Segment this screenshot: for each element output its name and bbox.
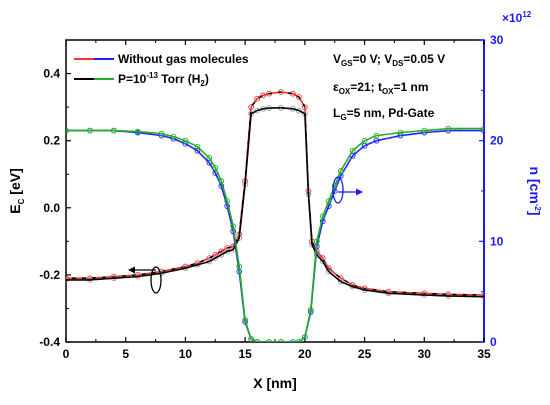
left-indicator-ellipse <box>150 266 162 294</box>
y2-tick-label: 20 <box>490 134 504 148</box>
data-point <box>325 268 332 275</box>
data-point <box>266 339 272 342</box>
x-tick-label: 5 <box>122 347 129 361</box>
series-line-b <box>66 91 484 296</box>
data-point <box>296 339 302 342</box>
series-line-a <box>66 129 484 342</box>
legend-entry-without: Without gas molecules <box>118 52 249 66</box>
data-point <box>254 339 260 342</box>
y-tick-label: -0.4 <box>39 335 60 349</box>
series-line-a <box>66 106 484 298</box>
x-tick-label: 30 <box>418 347 432 361</box>
left-indicator-arrowhead <box>128 266 135 274</box>
data-point <box>290 339 296 342</box>
data-point <box>218 251 225 258</box>
x-tick-label: 15 <box>238 347 252 361</box>
x-tick-label: 35 <box>477 347 491 361</box>
y-tick-label: 0.2 <box>43 134 60 148</box>
data-point <box>194 143 201 150</box>
left-axis-indicator <box>128 266 162 294</box>
annotation-gate: LG=5 nm, Pd-Gate <box>333 106 435 122</box>
y2-axis-title: n [cm-2] <box>527 166 543 215</box>
data-point <box>218 248 225 255</box>
data-point <box>278 339 284 342</box>
data-point <box>212 164 219 171</box>
right-axis-indicator <box>332 176 363 204</box>
x-tick-label: 20 <box>298 347 312 361</box>
legend: Without gas molecules P=10-13 Torr (H2) <box>74 52 249 88</box>
series-0 <box>66 89 484 298</box>
y2-tick-label: 30 <box>490 33 504 47</box>
data-point <box>361 137 368 144</box>
data-point <box>296 94 302 100</box>
series-1 <box>66 104 484 300</box>
x-axis-title: X [nm] <box>253 375 297 391</box>
y2-tick-label: 0 <box>490 335 497 349</box>
series-3 <box>66 125 484 342</box>
data-point <box>331 183 338 189</box>
data-point <box>206 154 213 161</box>
series-line-a <box>66 91 484 296</box>
series-layer <box>66 89 484 342</box>
data-point <box>206 255 213 261</box>
data-point <box>254 95 260 102</box>
data-point <box>212 255 219 261</box>
data-point <box>325 198 332 204</box>
data-point <box>319 258 326 265</box>
x-tick-label: 10 <box>179 347 193 361</box>
series-line-b <box>66 127 484 342</box>
legend-entry-with: P=10-13 Torr (H2) <box>118 71 209 88</box>
data-point <box>349 147 356 154</box>
y-tick-label: 0.0 <box>43 201 60 215</box>
x-tick-label: 0 <box>63 347 70 361</box>
series-2 <box>66 127 484 342</box>
y2-tick-label: 10 <box>490 234 504 248</box>
data-point <box>337 278 344 285</box>
y-tick-label: -0.2 <box>39 268 60 282</box>
series-line-b <box>66 106 484 298</box>
series-line-b <box>66 129 484 342</box>
y-axis-title: EC [eV] <box>7 168 26 213</box>
data-point <box>194 147 201 154</box>
y2-multiplier: ×1012 <box>502 10 532 25</box>
x-tick-label: 25 <box>358 347 372 361</box>
ticks-layer: 0 5 10 15 20 25 30 35 -0.4 -0.2 0.0 0.2 0.4 0 10 20 30 <box>39 33 503 361</box>
data-point <box>337 168 344 174</box>
series-line-a <box>66 127 484 342</box>
y-tick-label: 0.4 <box>43 67 60 81</box>
right-indicator-arrowhead <box>356 188 363 196</box>
annotation-bias: VGS=0 V; VDS=0.05 V <box>333 52 445 68</box>
annotation-oxide: εOX=21; tOX=1 nm <box>333 80 429 96</box>
right-indicator-ellipse <box>332 176 344 204</box>
